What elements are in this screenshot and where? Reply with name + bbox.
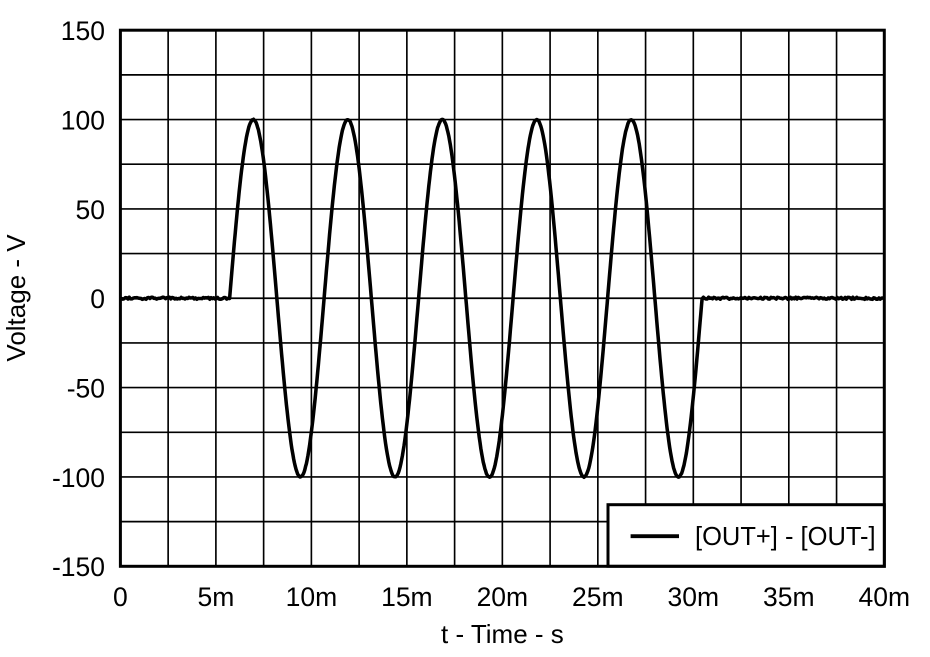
svg-text:50: 50	[76, 195, 105, 225]
svg-text:15m: 15m	[381, 582, 433, 612]
svg-text:100: 100	[61, 105, 105, 135]
svg-text:-150: -150	[52, 552, 105, 582]
svg-text:30m: 30m	[668, 582, 720, 612]
svg-text:t - Time - s: t - Time - s	[441, 619, 564, 649]
svg-text:10m: 10m	[286, 582, 338, 612]
svg-text:[OUT+] - [OUT-]: [OUT+] - [OUT-]	[695, 523, 876, 551]
svg-text:5m: 5m	[197, 582, 234, 612]
svg-text:0: 0	[113, 582, 128, 612]
svg-text:40m: 40m	[859, 582, 911, 612]
svg-text:20m: 20m	[477, 582, 529, 612]
svg-text:25m: 25m	[572, 582, 624, 612]
svg-text:150: 150	[61, 16, 105, 46]
svg-text:35m: 35m	[763, 582, 815, 612]
svg-text:-100: -100	[52, 463, 105, 493]
svg-text:-50: -50	[67, 374, 105, 404]
svg-text:Voltage - V: Voltage - V	[1, 234, 31, 362]
svg-text:0: 0	[90, 284, 105, 314]
